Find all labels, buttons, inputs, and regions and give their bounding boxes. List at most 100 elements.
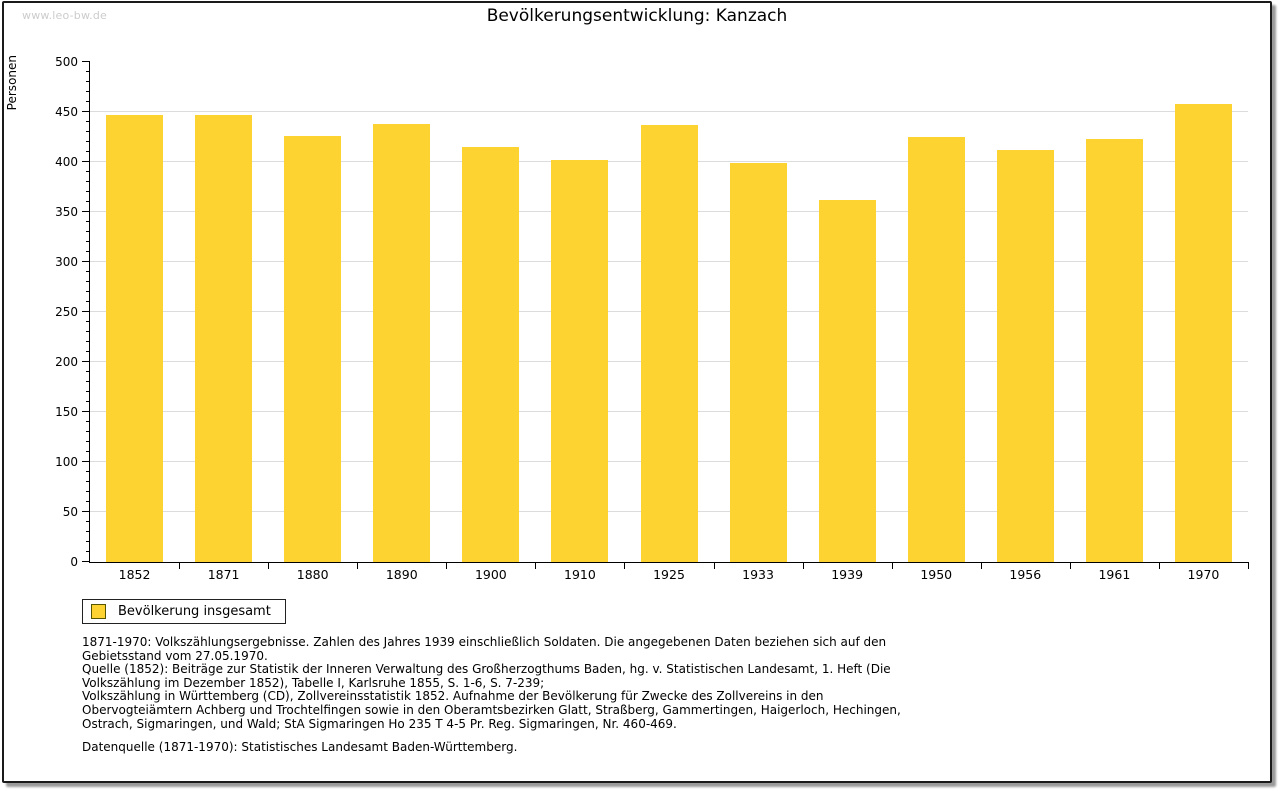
x-tick-label-1890: 1890 (385, 567, 418, 582)
x-tick-label-1852: 1852 (118, 567, 151, 582)
y-major-tick-200 (82, 361, 90, 362)
x-tick-2 (268, 562, 270, 569)
y-minor-tick-30 (86, 531, 90, 532)
y-minor-tick-490 (86, 71, 90, 72)
y-minor-tick-170 (86, 391, 90, 392)
gridline-450 (90, 111, 1248, 112)
bar-1970 (1174, 104, 1232, 562)
x-tick-label-1950: 1950 (920, 567, 953, 582)
y-tick-label-200: 200 (55, 355, 78, 369)
x-tick-9 (891, 562, 893, 569)
x-tick-5 (535, 562, 537, 569)
y-minor-tick-270 (86, 291, 90, 292)
x-tick-7 (713, 562, 715, 569)
x-tick-label-1925: 1925 (653, 567, 685, 582)
footnote: 1871-1970: Volkszählungsergebnisse. Zahl… (82, 635, 887, 663)
y-major-tick-100 (82, 461, 90, 462)
y-major-tick-0 (82, 561, 90, 562)
y-minor-tick-440 (86, 121, 90, 122)
y-minor-tick-120 (86, 441, 90, 442)
y-minor-tick-230 (86, 331, 90, 332)
bar-1950 (907, 137, 965, 562)
bar-1900 (462, 147, 520, 562)
y-tick-label-450: 450 (55, 105, 78, 119)
y-minor-tick-290 (86, 271, 90, 272)
y-tick-label-500: 500 (55, 55, 78, 69)
x-tick-13 (1248, 562, 1249, 569)
y-minor-tick-460 (86, 101, 90, 102)
x-tick-label-1939: 1939 (831, 567, 864, 582)
y-minor-tick-210 (86, 351, 90, 352)
x-tick-label-1970: 1970 (1187, 567, 1220, 582)
y-minor-tick-260 (86, 301, 90, 302)
y-minor-tick-80 (86, 481, 90, 482)
y-minor-tick-420 (86, 141, 90, 142)
x-tick-label-1880: 1880 (296, 567, 329, 582)
chart-title: Bevölkerungsentwicklung: Kanzach (486, 6, 788, 26)
y-tick-label-50: 50 (62, 505, 78, 519)
x-tick-12 (1158, 562, 1160, 569)
legend-label: Bevölkerung insgesamt (118, 604, 271, 619)
legend: Bevölkerung insgesamt (82, 599, 286, 624)
footnote: Quelle (1852): Beiträge zur Statistik de… (82, 662, 891, 690)
y-minor-tick-160 (86, 401, 90, 402)
y-tick-label-0: 0 (70, 555, 78, 569)
y-tick-label-150: 150 (55, 405, 78, 419)
y-minor-tick-60 (86, 501, 90, 502)
y-tick-label-350: 350 (55, 205, 78, 219)
x-tick-label-1871: 1871 (207, 567, 240, 582)
y-minor-tick-20 (86, 541, 90, 542)
y-minor-tick-280 (86, 281, 90, 282)
x-tick-label-1961: 1961 (1098, 567, 1131, 582)
bar-1925 (640, 125, 698, 562)
y-axis-label: Personen (5, 55, 19, 111)
y-minor-tick-430 (86, 131, 90, 132)
bar-1890 (373, 124, 431, 562)
y-minor-tick-240 (86, 321, 90, 322)
y-minor-tick-390 (86, 171, 90, 172)
x-tick-11 (1069, 562, 1071, 569)
y-minor-tick-340 (86, 221, 90, 222)
x-tick-6 (624, 562, 626, 569)
y-minor-tick-470 (86, 91, 90, 92)
y-minor-tick-110 (86, 451, 90, 452)
x-tick-8 (802, 562, 804, 569)
x-tick-3 (357, 562, 359, 569)
x-tick-1 (179, 562, 181, 569)
y-minor-tick-190 (86, 371, 90, 372)
bar-1933 (729, 163, 787, 562)
y-tick-label-100: 100 (55, 455, 78, 469)
y-major-tick-400 (82, 161, 90, 162)
y-tick-label-300: 300 (55, 255, 78, 269)
legend-swatch (91, 604, 106, 619)
x-tick-label-1933: 1933 (742, 567, 774, 582)
bar-1910 (551, 160, 609, 562)
x-tick-label-1956: 1956 (1009, 567, 1042, 582)
bar-1852 (106, 115, 164, 562)
y-minor-tick-480 (86, 81, 90, 82)
x-tick-label-1910: 1910 (564, 567, 596, 582)
y-minor-tick-310 (86, 251, 90, 252)
watermark: www.leo-bw.de (22, 9, 108, 22)
y-major-tick-150 (82, 411, 90, 412)
y-major-tick-500 (82, 61, 90, 62)
y-tick-label-250: 250 (55, 305, 78, 319)
y-minor-tick-370 (86, 191, 90, 192)
x-tick-label-1900: 1900 (474, 567, 507, 582)
y-minor-tick-90 (86, 471, 90, 472)
y-minor-tick-320 (86, 241, 90, 242)
y-minor-tick-410 (86, 151, 90, 152)
y-minor-tick-70 (86, 491, 90, 492)
bar-1956 (996, 150, 1054, 562)
bar-1871 (195, 115, 253, 562)
y-minor-tick-130 (86, 431, 90, 432)
y-minor-tick-10 (86, 551, 90, 552)
datasource-note: Datenquelle (1871-1970): Statistisches L… (82, 740, 518, 755)
footnote: Volkszählung in Württemberg (CD), Zollve… (82, 689, 901, 731)
y-tick-label-400: 400 (55, 155, 78, 169)
bar-1880 (284, 136, 342, 562)
y-minor-tick-140 (86, 421, 90, 422)
y-minor-tick-40 (86, 521, 90, 522)
y-minor-tick-330 (86, 231, 90, 232)
